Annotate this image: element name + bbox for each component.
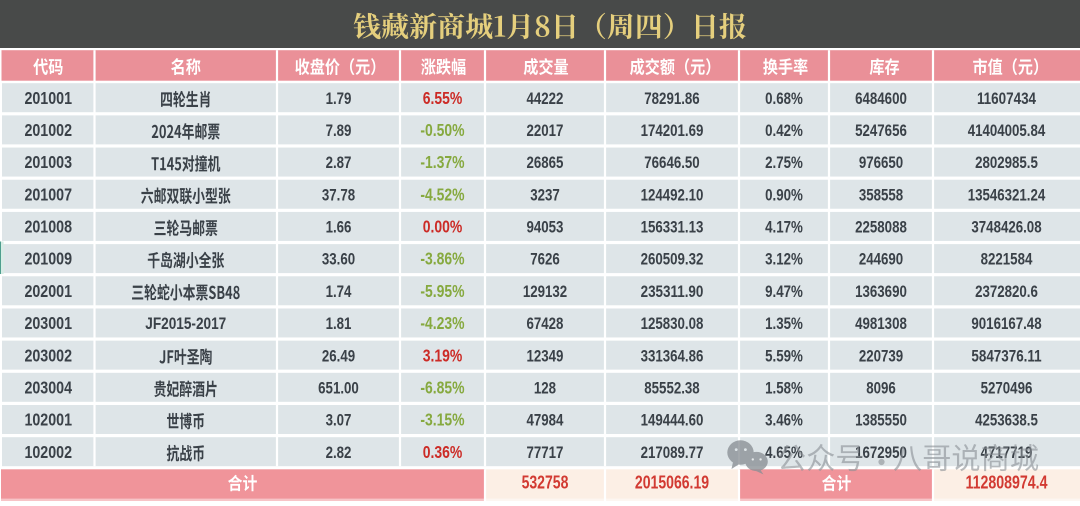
svg-text:976650: 976650 bbox=[859, 154, 903, 172]
svg-text:41404005.84: 41404005.84 bbox=[968, 122, 1046, 140]
svg-text:94053: 94053 bbox=[527, 219, 564, 237]
svg-text:201001: 201001 bbox=[24, 88, 72, 108]
svg-text:651.00: 651.00 bbox=[318, 379, 359, 397]
svg-text:9016167.48: 9016167.48 bbox=[971, 315, 1041, 333]
svg-text:1.79: 1.79 bbox=[326, 90, 352, 108]
svg-text:331364.86: 331364.86 bbox=[641, 347, 704, 365]
svg-text:3237: 3237 bbox=[530, 186, 560, 204]
svg-text:201009: 201009 bbox=[24, 249, 72, 269]
svg-text:0.42%: 0.42% bbox=[765, 122, 803, 140]
svg-text:124492.10: 124492.10 bbox=[641, 186, 704, 204]
svg-text:37.78: 37.78 bbox=[322, 186, 355, 204]
svg-text:112808974.4: 112808974.4 bbox=[966, 473, 1048, 493]
svg-text:1.81: 1.81 bbox=[326, 315, 352, 333]
svg-text:2372820.6: 2372820.6 bbox=[975, 283, 1038, 301]
svg-text:202001: 202001 bbox=[24, 281, 72, 301]
svg-text:3748426.08: 3748426.08 bbox=[971, 219, 1041, 237]
svg-text:-0.50%: -0.50% bbox=[420, 120, 464, 140]
svg-text:102001: 102001 bbox=[24, 410, 72, 430]
svg-text:2802985.5: 2802985.5 bbox=[975, 154, 1038, 172]
svg-text:102002: 102002 bbox=[24, 442, 72, 462]
svg-text:174201.69: 174201.69 bbox=[641, 122, 704, 140]
svg-text:1385550: 1385550 bbox=[855, 412, 907, 430]
svg-text:0.36%: 0.36% bbox=[423, 442, 463, 462]
svg-text:-5.95%: -5.95% bbox=[420, 281, 464, 301]
svg-text:235311.90: 235311.90 bbox=[641, 283, 704, 301]
svg-text:8221584: 8221584 bbox=[981, 251, 1033, 269]
svg-text:203002: 203002 bbox=[24, 345, 72, 365]
svg-text:217089.77: 217089.77 bbox=[641, 444, 704, 462]
svg-text:67428: 67428 bbox=[527, 315, 564, 333]
svg-text:2015066.19: 2015066.19 bbox=[635, 473, 709, 493]
svg-text:1.58%: 1.58% bbox=[765, 379, 803, 397]
svg-text:1.66: 1.66 bbox=[326, 219, 352, 237]
svg-text:358558: 358558 bbox=[859, 186, 903, 204]
svg-text:9.47%: 9.47% bbox=[765, 283, 803, 301]
svg-text:-3.15%: -3.15% bbox=[420, 410, 464, 430]
svg-text:6484600: 6484600 bbox=[855, 90, 907, 108]
svg-text:156331.13: 156331.13 bbox=[641, 219, 704, 237]
svg-text:-1.37%: -1.37% bbox=[420, 152, 464, 172]
svg-text:4253638.5: 4253638.5 bbox=[975, 412, 1038, 430]
svg-text:203001: 203001 bbox=[24, 313, 72, 333]
svg-text:22017: 22017 bbox=[527, 122, 564, 140]
svg-text:85552.38: 85552.38 bbox=[644, 379, 699, 397]
svg-text:203004: 203004 bbox=[24, 377, 72, 397]
svg-text:8096: 8096 bbox=[866, 379, 896, 397]
svg-text:1.35%: 1.35% bbox=[765, 315, 803, 333]
svg-text:2258088: 2258088 bbox=[855, 219, 907, 237]
svg-text:5270496: 5270496 bbox=[981, 379, 1033, 397]
svg-text:3.46%: 3.46% bbox=[765, 412, 803, 430]
svg-text:76646.50: 76646.50 bbox=[644, 154, 699, 172]
svg-text:6.55%: 6.55% bbox=[423, 88, 463, 108]
svg-text:260509.32: 260509.32 bbox=[641, 251, 704, 269]
svg-text:4.17%: 4.17% bbox=[765, 219, 803, 237]
svg-text:77717: 77717 bbox=[527, 444, 564, 462]
svg-text:2.75%: 2.75% bbox=[765, 154, 803, 172]
svg-text:7626: 7626 bbox=[530, 251, 560, 269]
svg-text:-4.23%: -4.23% bbox=[420, 313, 464, 333]
svg-text:128: 128 bbox=[534, 379, 556, 397]
svg-text:5847376.11: 5847376.11 bbox=[971, 347, 1041, 365]
svg-text:201003: 201003 bbox=[24, 152, 72, 172]
svg-text:78291.86: 78291.86 bbox=[644, 90, 699, 108]
svg-text:1363690: 1363690 bbox=[855, 283, 907, 301]
svg-text:26865: 26865 bbox=[527, 154, 564, 172]
svg-text:-6.85%: -6.85% bbox=[420, 377, 464, 397]
svg-text:7.89: 7.89 bbox=[326, 122, 352, 140]
svg-text:47984: 47984 bbox=[527, 412, 565, 430]
svg-text:11607434: 11607434 bbox=[977, 90, 1037, 108]
svg-text:220739: 220739 bbox=[859, 347, 903, 365]
svg-text:JF2015-2017: JF2015-2017 bbox=[145, 314, 226, 333]
svg-text:12349: 12349 bbox=[527, 347, 564, 365]
svg-text:244690: 244690 bbox=[859, 251, 903, 269]
svg-text:201008: 201008 bbox=[24, 217, 72, 237]
svg-text:26.49: 26.49 bbox=[322, 347, 355, 365]
svg-text:33.60: 33.60 bbox=[322, 251, 355, 269]
svg-text:0.90%: 0.90% bbox=[765, 186, 803, 204]
svg-text:3.07: 3.07 bbox=[326, 412, 352, 430]
svg-text:201002: 201002 bbox=[24, 120, 72, 140]
svg-text:125830.08: 125830.08 bbox=[641, 315, 704, 333]
svg-text:5.59%: 5.59% bbox=[765, 347, 803, 365]
svg-text:5247656: 5247656 bbox=[855, 122, 907, 140]
svg-text:3.12%: 3.12% bbox=[765, 251, 803, 269]
svg-text:13546321.24: 13546321.24 bbox=[968, 186, 1046, 204]
svg-text:3.19%: 3.19% bbox=[423, 345, 463, 365]
svg-text:1.74: 1.74 bbox=[326, 283, 353, 301]
svg-text:532758: 532758 bbox=[522, 473, 569, 493]
svg-text:201007: 201007 bbox=[24, 184, 72, 204]
svg-text:149444.60: 149444.60 bbox=[641, 412, 704, 430]
svg-text:-3.86%: -3.86% bbox=[420, 249, 464, 269]
svg-text:4981308: 4981308 bbox=[855, 315, 907, 333]
svg-text:2.82: 2.82 bbox=[326, 444, 352, 462]
svg-text:0.00%: 0.00% bbox=[423, 217, 463, 237]
svg-text:0.68%: 0.68% bbox=[765, 90, 803, 108]
svg-text:44222: 44222 bbox=[527, 90, 564, 108]
svg-text:-4.52%: -4.52% bbox=[420, 184, 464, 204]
svg-text:129132: 129132 bbox=[523, 283, 567, 301]
svg-text:2.87: 2.87 bbox=[326, 154, 352, 172]
